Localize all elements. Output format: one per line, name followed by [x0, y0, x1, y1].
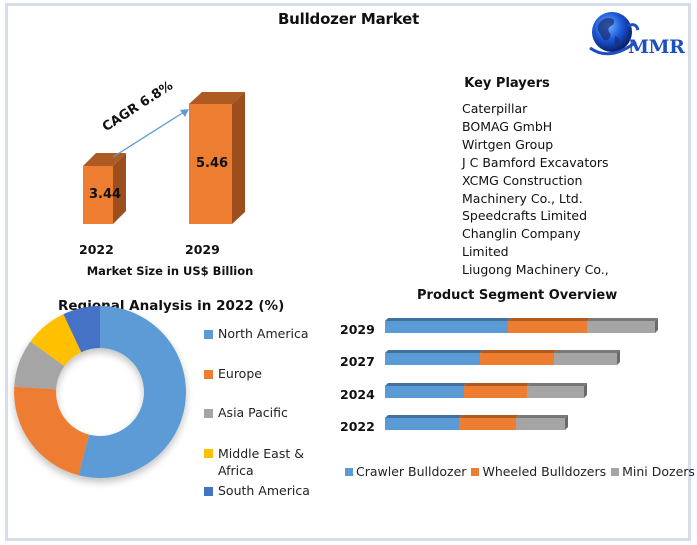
bar-value-2029: 5.46 [196, 156, 229, 171]
ps-year-2024: 2024 [340, 387, 375, 402]
legend-item-europe: Europe [204, 366, 310, 405]
ps-year-2022: 2022 [340, 419, 375, 434]
mmr-logo: MMR [582, 6, 687, 66]
donut-slice-south-america [63, 306, 100, 353]
donut-slice-europe [14, 386, 90, 476]
cagr-arrow [112, 111, 185, 158]
key-players-list: Caterpillar BOMAG GmbH Wirtgen Group J C… [462, 100, 609, 279]
key-player-item: Liugong Machinery Co., [462, 262, 609, 278]
key-player-item: Machinery Co., Ltd. [462, 190, 583, 206]
legend-label-line: Middle East & [218, 446, 304, 461]
legend-swatch [204, 449, 213, 458]
legend-item-middle-east-africa: Middle East & Africa [204, 445, 310, 483]
arrow-head-icon [180, 109, 189, 117]
donut-slice-asia-pacific [14, 341, 65, 390]
legend-label: South America [218, 483, 310, 498]
legend-swatch [204, 370, 213, 379]
product-segment-legend: Crawler Bulldozer Wheeled Bulldozers Min… [345, 464, 697, 479]
key-players-title: Key Players [464, 76, 550, 91]
year-label-2022: 2022 [79, 242, 114, 257]
ps-bar-2027 [385, 350, 620, 365]
legend-label-line: Africa [218, 463, 254, 478]
legend-item-north-america: North America [204, 326, 310, 366]
key-player-item: XCMG Construction [462, 172, 583, 188]
legend-label-wheeled: Wheeled Bulldozers [482, 464, 607, 479]
legend-label-mini: Mini Dozers [622, 464, 695, 479]
market-size-chart [83, 92, 245, 224]
key-player-item: Changlin Company [462, 226, 581, 242]
regional-donut-chart [14, 306, 186, 479]
legend-item-asia-pacific: Asia Pacific [204, 405, 310, 445]
legend-label: North America [218, 326, 309, 341]
globe-icon [589, 12, 640, 56]
donut-slice-north-america [78, 306, 186, 479]
key-player-item: Limited [462, 244, 509, 260]
key-player-item: J C Bamford Excavators [462, 154, 609, 170]
bar-2029 [189, 92, 245, 224]
key-player-item: Speedcrafts Limited [462, 208, 588, 224]
key-player-item: Caterpillar [462, 101, 528, 116]
key-player-item: Wirtgen Group [462, 136, 554, 152]
market-size-axis-title: Market Size in US$ Billion [86, 264, 254, 278]
logo-text: MMR [628, 36, 685, 58]
legend-swatch [204, 487, 213, 496]
ps-year-2029: 2029 [340, 322, 375, 337]
legend-label: Europe [218, 366, 262, 381]
page-title: Bulldozer Market [277, 10, 420, 28]
key-player-item: BOMAG GmbH [462, 118, 553, 134]
legend-label-crawler: Crawler Bulldozer [356, 464, 467, 479]
legend-swatch [611, 467, 620, 476]
product-segment-chart [385, 318, 658, 430]
year-label-2029: 2029 [185, 242, 220, 257]
legend-label: Asia Pacific [218, 405, 288, 420]
legend-item-south-america: South America [204, 483, 310, 498]
ps-bar-2024 [385, 383, 587, 398]
legend-swatch [471, 467, 480, 476]
ps-bar-2029 [385, 318, 658, 333]
bar-value-2022: 3.44 [89, 187, 122, 202]
product-segment-title: Product Segment Overview [417, 288, 618, 303]
ps-year-2027: 2027 [340, 354, 375, 369]
donut-slice-middle-east-africa [30, 314, 82, 367]
legend-swatch [204, 409, 213, 418]
regional-legend: North America Europe Asia Pacific Middle… [204, 326, 310, 498]
legend-label: Middle East & Africa [218, 445, 304, 479]
legend-swatch [345, 467, 353, 476]
legend-swatch [204, 330, 213, 339]
ps-bar-2022 [385, 415, 568, 430]
